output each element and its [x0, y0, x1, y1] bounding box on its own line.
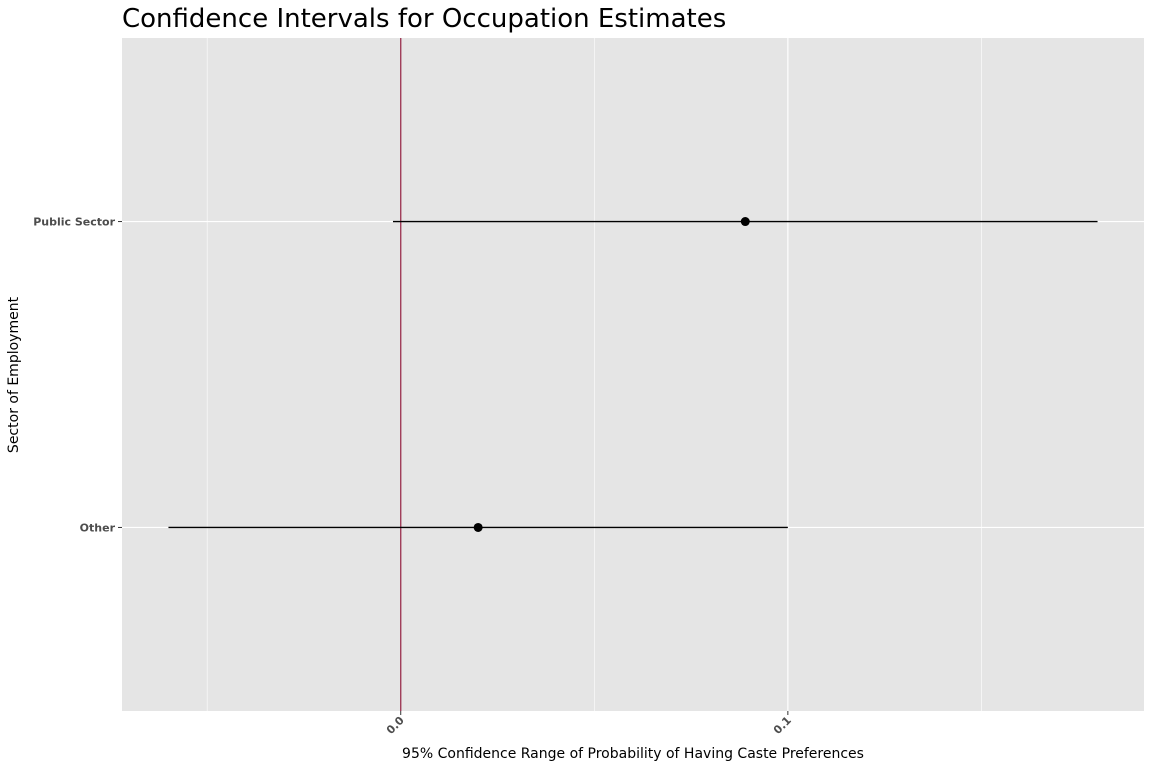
point-estimate-1: [473, 522, 483, 532]
x-tick-label-0: 0.0: [384, 714, 407, 737]
x-axis-title: 95% Confidence Range of Probability of H…: [402, 746, 864, 762]
data-marks: [168, 217, 1098, 532]
point-estimate-0: [740, 217, 750, 227]
y-tick-label-1: Other: [80, 521, 116, 534]
y-axis: Public Sector Other: [33, 216, 122, 534]
y-axis-title: Sector of Employment: [6, 296, 22, 453]
x-tick-label-1: 0.1: [771, 714, 794, 737]
plot-panel: [122, 38, 1144, 711]
y-tick-label-0: Public Sector: [33, 216, 115, 229]
x-axis: 0.0 0.1: [384, 711, 794, 737]
chart-title: Confidence Intervals for Occupation Esti…: [122, 4, 726, 34]
